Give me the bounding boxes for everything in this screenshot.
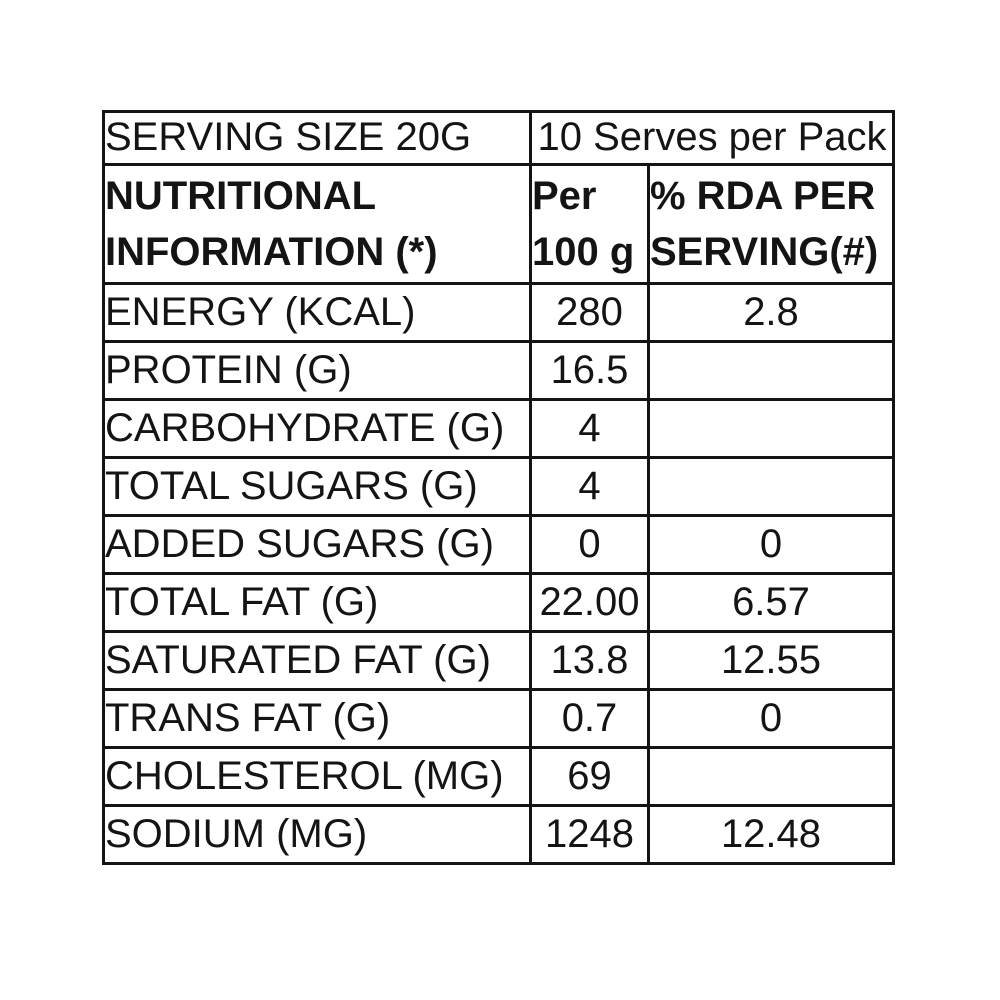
value-rda-per-serving: 0 — [647, 514, 895, 575]
value-per-100g: 4 — [529, 398, 650, 459]
nutritional-information-header-line2: INFORMATION (*) — [105, 230, 438, 274]
table-row-total-fat: TOTAL FAT (G) 22.00 6.57 — [102, 572, 895, 633]
table-row-protein: PROTEIN (G) 16.5 — [102, 340, 895, 401]
row-label: TOTAL FAT (G) — [102, 572, 532, 633]
table-row-cholesterol: CHOLESTEROL (MG) 69 — [102, 746, 895, 807]
value-rda-per-serving — [647, 340, 895, 401]
table-row-carbohydrate: CARBOHYDRATE (G) 4 — [102, 398, 895, 459]
nutrition-label: SERVING SIZE 20G 10 Serves per Pack NUTR… — [102, 110, 895, 865]
row-label: CHOLESTEROL (MG) — [102, 746, 532, 807]
serves-per-pack-value: 10 Serves per Pack — [529, 110, 895, 166]
row-label: PROTEIN (G) — [102, 340, 532, 401]
table-row-added-sugars: ADDED SUGARS (G) 0 0 — [102, 514, 895, 575]
table-row-total-sugars: TOTAL SUGARS (G) 4 — [102, 456, 895, 517]
rda-per-serving-header: % RDA PER SERVING(#) — [647, 163, 895, 285]
serving-size-label: SERVING SIZE 20G — [102, 110, 532, 166]
per-100g-header-line2: 100 g — [532, 230, 635, 274]
table-row-trans-fat: TRANS FAT (G) 0.7 0 — [102, 688, 895, 749]
value-per-100g: 0 — [529, 514, 650, 575]
nutrition-facts-table: SERVING SIZE 20G 10 Serves per Pack NUTR… — [102, 110, 895, 865]
value-per-100g: 4 — [529, 456, 650, 517]
value-per-100g: 69 — [529, 746, 650, 807]
row-label: ADDED SUGARS (G) — [102, 514, 532, 575]
row-label: TOTAL SUGARS (G) — [102, 456, 532, 517]
per-100g-header: Per 100 g — [529, 163, 650, 285]
value-rda-per-serving: 12.55 — [647, 630, 895, 691]
value-per-100g: 22.00 — [529, 572, 650, 633]
table-row-energy: ENERGY (KCAL) 280 2.8 — [102, 282, 895, 343]
value-per-100g: 13.8 — [529, 630, 650, 691]
nutritional-information-header-line1: NUTRITIONAL — [105, 174, 377, 218]
per-100g-header-line1: Per — [532, 174, 597, 218]
rda-per-serving-header-line1: % RDA PER — [650, 174, 876, 218]
row-label: ENERGY (KCAL) — [102, 282, 532, 343]
value-rda-per-serving: 2.8 — [647, 282, 895, 343]
table-row-sodium: SODIUM (MG) 1248 12.48 — [102, 804, 895, 865]
serving-size-row: SERVING SIZE 20G 10 Serves per Pack — [102, 110, 895, 166]
value-per-100g: 280 — [529, 282, 650, 343]
value-rda-per-serving: 0 — [647, 688, 895, 749]
row-label: CARBOHYDRATE (G) — [102, 398, 532, 459]
table-row-saturated-fat: SATURATED FAT (G) 13.8 12.55 — [102, 630, 895, 691]
row-label: SATURATED FAT (G) — [102, 630, 532, 691]
value-per-100g: 0.7 — [529, 688, 650, 749]
row-label: SODIUM (MG) — [102, 804, 532, 865]
value-rda-per-serving — [647, 398, 895, 459]
value-per-100g: 16.5 — [529, 340, 650, 401]
row-label: TRANS FAT (G) — [102, 688, 532, 749]
value-rda-per-serving: 6.57 — [647, 572, 895, 633]
value-rda-per-serving — [647, 746, 895, 807]
rda-per-serving-header-line2: SERVING(#) — [650, 230, 879, 274]
value-per-100g: 1248 — [529, 804, 650, 865]
nutritional-information-header: NUTRITIONAL INFORMATION (*) — [102, 163, 532, 285]
table-header-row: NUTRITIONAL INFORMATION (*) Per 100 g % … — [102, 163, 895, 285]
value-rda-per-serving — [647, 456, 895, 517]
value-rda-per-serving: 12.48 — [647, 804, 895, 865]
